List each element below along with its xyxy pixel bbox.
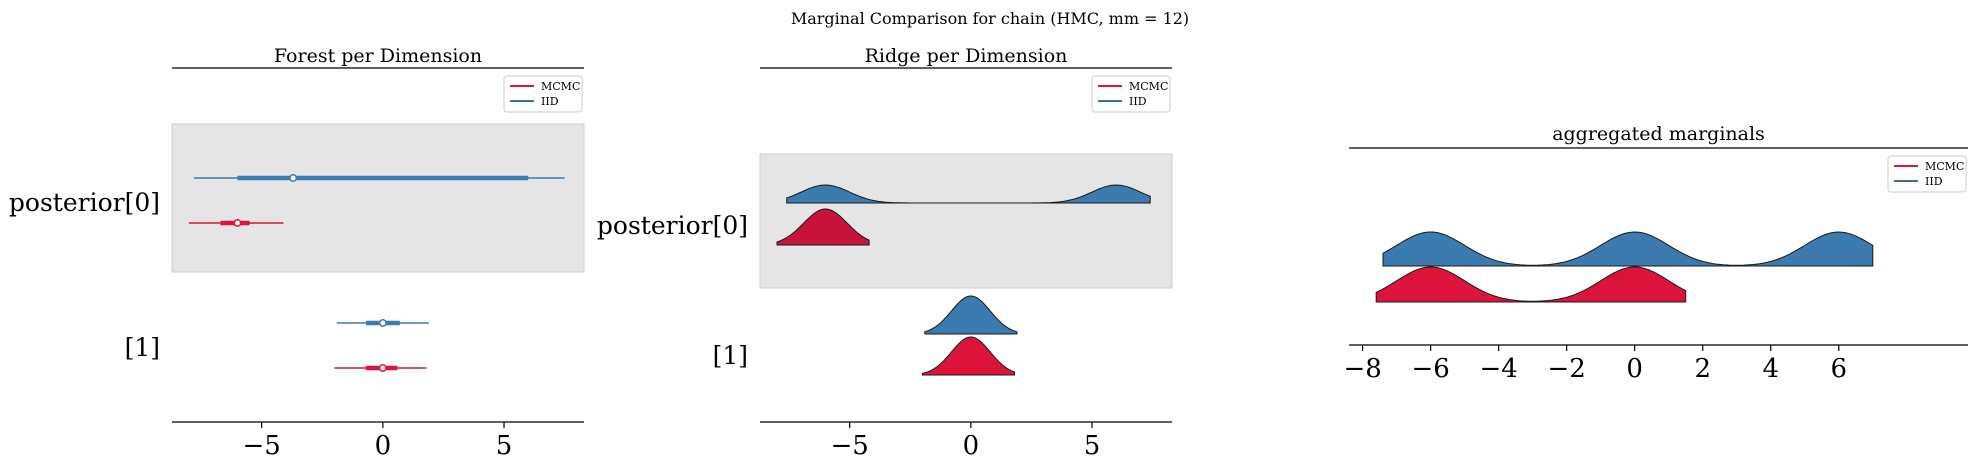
point-estimate-mcmc xyxy=(378,364,387,372)
legend-label-mcmc: MCMC xyxy=(1129,80,1168,93)
ridge-iid xyxy=(786,184,1151,204)
row-shade-band xyxy=(171,123,585,273)
x-tick-label: 5 xyxy=(496,431,513,461)
x-tick-label: 6 xyxy=(1830,354,1847,384)
figure-suptitle: Marginal Comparison for chain (HMC, mm =… xyxy=(791,9,1189,28)
point-estimate-iid xyxy=(378,319,387,327)
ridge-mcmc xyxy=(1375,266,1687,303)
x-tick-label: 0 xyxy=(375,431,392,461)
y-row-label: [1] xyxy=(713,341,748,370)
x-tick-label: −4 xyxy=(1479,354,1517,384)
x-tick-label: −6 xyxy=(1411,354,1449,384)
panel-title: Forest per Dimension xyxy=(274,45,482,67)
ridge-mcmc xyxy=(776,208,870,246)
point-estimate-iid xyxy=(289,174,298,182)
panel-1: Forest per Dimension posterior[0] [1] MCMC I… xyxy=(9,45,585,461)
x-tick-label: −5 xyxy=(243,431,281,461)
x-tick-label: 0 xyxy=(963,431,980,461)
legend-label-iid: IID xyxy=(1129,95,1147,108)
legend-label-iid: IID xyxy=(1925,175,1943,188)
x-tick-label: 4 xyxy=(1762,354,1779,384)
y-row-label: [1] xyxy=(125,333,160,362)
x-tick-label: −8 xyxy=(1343,354,1381,384)
legend-label-mcmc: MCMC xyxy=(1925,160,1964,173)
point-estimate-mcmc xyxy=(233,219,242,227)
panel-2: Ridge per Dimension posterior[0] [1] MCMC II… xyxy=(597,45,1173,461)
ridge-mcmc xyxy=(921,336,1015,376)
panel-3: aggregated marginals MCMC IID −8 −6 −4 −2 0 2 4 6 xyxy=(1343,123,1968,384)
x-tick-label: −2 xyxy=(1548,354,1586,384)
legend-label-mcmc: MCMC xyxy=(541,80,580,93)
y-row-label: posterior[0] xyxy=(597,211,748,240)
x-tick-label: 5 xyxy=(1084,431,1101,461)
ridge-iid xyxy=(1382,231,1874,267)
legend-label-iid: IID xyxy=(541,95,559,108)
panel-title: aggregated marginals xyxy=(1552,123,1765,145)
x-tick-label: 0 xyxy=(1626,354,1643,384)
ridge-iid xyxy=(924,295,1018,335)
panel-title: Ridge per Dimension xyxy=(865,45,1068,67)
x-tick-label: 2 xyxy=(1694,354,1711,384)
y-row-label: posterior[0] xyxy=(9,188,160,217)
x-tick-label: −5 xyxy=(831,431,869,461)
